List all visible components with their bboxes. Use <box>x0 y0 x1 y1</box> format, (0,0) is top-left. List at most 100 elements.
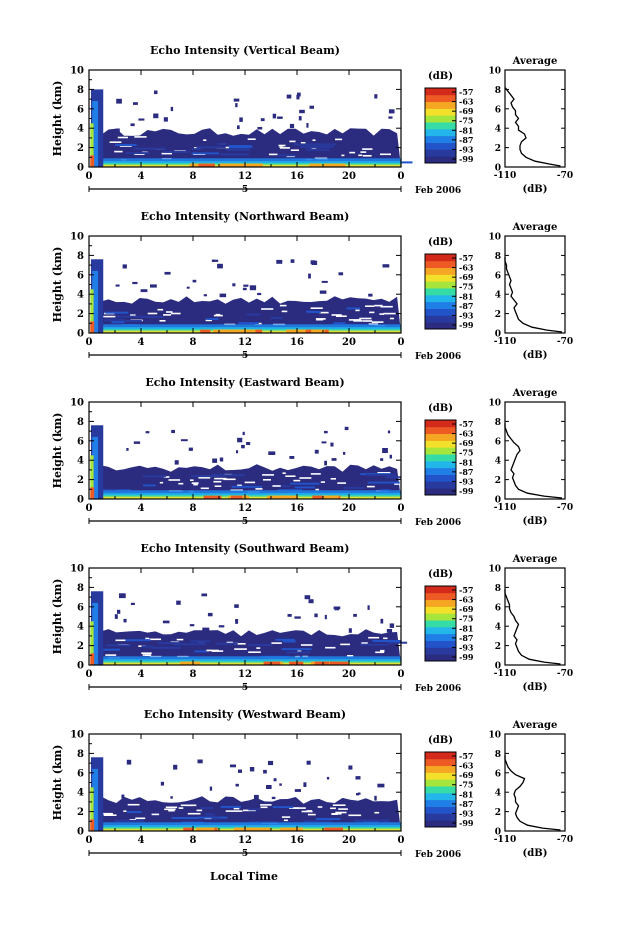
echo-cell <box>304 595 311 600</box>
day-label: 5 <box>242 351 248 361</box>
echo-gap <box>237 484 242 487</box>
colorbar-tick-label: -81 <box>459 623 473 633</box>
x-tick-label: 0 <box>86 503 93 514</box>
echo-cell <box>234 604 239 608</box>
y-axis-label: Height (km) <box>51 413 64 489</box>
echo-cell <box>268 451 276 455</box>
echo-gap <box>335 811 347 814</box>
colorbar-swatch <box>425 149 456 157</box>
echo-gap <box>317 806 323 808</box>
echo-spike <box>92 768 99 832</box>
echo-gap <box>215 313 221 316</box>
echo-streak <box>190 640 210 643</box>
echo-cell <box>170 106 174 112</box>
echo-gap <box>289 140 296 143</box>
echo-gap <box>159 481 164 484</box>
echo-gap <box>262 474 274 476</box>
echo-streak <box>246 313 261 316</box>
x-tick-label: 0 <box>86 835 93 846</box>
avg-x-label: (dB) <box>523 184 548 195</box>
echo-cell <box>294 616 301 619</box>
echo-cell <box>235 103 238 108</box>
echo-gap <box>319 311 329 314</box>
echo-streak <box>282 640 296 643</box>
echo-gap <box>299 477 312 479</box>
echo-streak <box>171 817 198 819</box>
avg-y-tick-label: 6 <box>495 105 501 115</box>
echo-gap <box>166 311 173 313</box>
echo-cell <box>298 116 302 121</box>
x-tick-label: 0 <box>398 669 405 680</box>
echo-gap <box>103 814 117 816</box>
echo-cell <box>115 128 120 133</box>
echo-gap <box>330 478 336 480</box>
colorbar-swatch <box>425 156 456 164</box>
echo-spike <box>90 487 95 499</box>
x-tick-label: 0 <box>398 503 405 514</box>
echo-gap <box>358 154 363 157</box>
colorbar-swatch <box>425 592 456 601</box>
echo-gap <box>353 320 363 322</box>
echo-gap <box>213 480 222 483</box>
x-tick-label: 20 <box>342 171 356 182</box>
echo-gap <box>261 308 274 310</box>
avg-frame <box>504 69 566 168</box>
echo-gap <box>389 317 394 320</box>
echo-cell <box>299 109 305 114</box>
x-tick-label: 0 <box>86 171 93 182</box>
avg-profile-line <box>504 257 563 333</box>
echo-spike <box>92 270 99 334</box>
x-tick-label: 4 <box>138 337 145 348</box>
echo-gap <box>279 304 287 307</box>
echo-warm-patch <box>200 329 211 333</box>
echo-gap <box>123 810 127 812</box>
echo-spike <box>90 289 94 333</box>
echo-cell <box>326 776 330 780</box>
echo-cell <box>377 783 385 788</box>
x-tick-label: 20 <box>342 669 356 680</box>
echo-cell <box>382 448 388 453</box>
echo-gap <box>190 479 194 481</box>
echo-gap <box>109 141 122 143</box>
echo-cell <box>311 260 318 265</box>
echo-cell <box>219 457 224 462</box>
echo-gap <box>164 808 176 811</box>
echo-streak <box>226 148 251 151</box>
echo-cell <box>357 792 361 795</box>
echo-streak <box>105 311 129 314</box>
heatmap-cells <box>90 757 401 832</box>
echo-warm-patch <box>286 329 307 333</box>
echo-gap <box>360 151 367 153</box>
echo-streak <box>163 150 190 153</box>
avg-title: Average <box>512 222 558 233</box>
echo-gap <box>260 806 268 809</box>
colorbar-swatch <box>425 260 456 269</box>
echo-streak <box>102 648 121 651</box>
echo-streak <box>385 476 401 479</box>
echo-cell <box>213 259 219 262</box>
colorbar-swatch <box>425 467 456 475</box>
colorbar-swatch <box>425 322 456 330</box>
echo-cell <box>188 447 193 451</box>
echo-warm-patch <box>213 329 228 333</box>
echo-cell <box>386 629 393 633</box>
y-tick-label: 2 <box>77 475 84 486</box>
x-tick-label: 0 <box>86 337 93 348</box>
echo-gap <box>347 655 354 657</box>
echo-gap <box>349 151 356 154</box>
avg-title: Average <box>512 720 558 731</box>
echo-gap <box>293 479 301 482</box>
avg-x-tick-label: -70 <box>557 171 573 181</box>
echo-cell <box>230 764 236 768</box>
echo-cell <box>174 460 179 465</box>
avg-y-tick-label: 4 <box>495 291 501 301</box>
colorbar-tick-label: -69 <box>459 106 474 116</box>
colorbar-tick-label: -93 <box>459 310 474 320</box>
echo-cell <box>309 105 314 109</box>
avg-x-label: (dB) <box>523 350 548 361</box>
echo-warm-patch <box>289 661 304 665</box>
echo-gap <box>312 139 316 141</box>
echo-cell <box>207 612 213 617</box>
colorbar-tick-label: -93 <box>459 808 474 818</box>
